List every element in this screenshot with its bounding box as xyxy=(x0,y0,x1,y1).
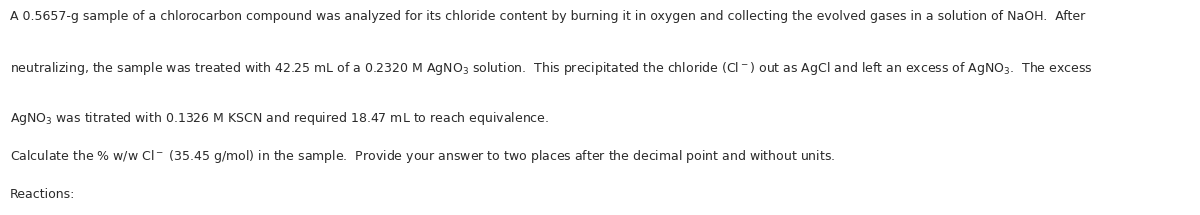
Text: neutralizing, the sample was treated with 42.25 mL of a 0.2320 M AgNO$_3$ soluti: neutralizing, the sample was treated wit… xyxy=(10,60,1092,77)
Text: A 0.5657-g sample of a chlorocarbon compound was analyzed for its chloride conte: A 0.5657-g sample of a chlorocarbon comp… xyxy=(10,10,1085,23)
Text: AgNO$_3$ was titrated with 0.1326 M KSCN and required 18.47 mL to reach equivale: AgNO$_3$ was titrated with 0.1326 M KSCN… xyxy=(10,110,548,127)
Text: Reactions:: Reactions: xyxy=(10,188,74,201)
Text: Calculate the % w/w Cl$^-$ (35.45 g/mol) in the sample.  Provide your answer to : Calculate the % w/w Cl$^-$ (35.45 g/mol)… xyxy=(10,148,835,165)
